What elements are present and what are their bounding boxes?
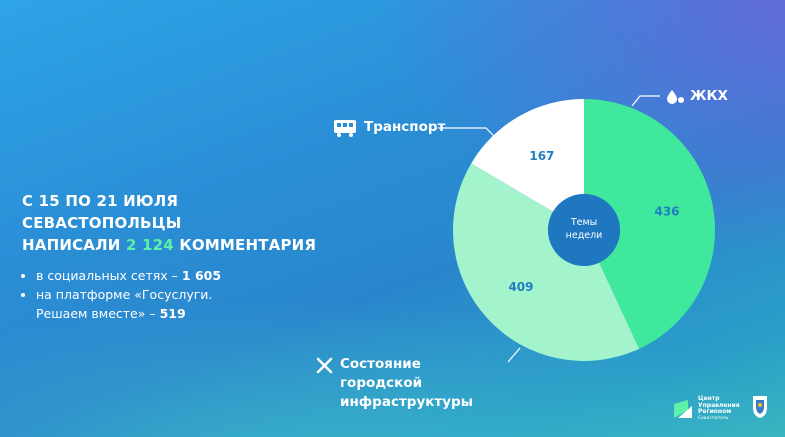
bullet-number: 1 605 xyxy=(181,268,222,283)
logo-text: Центр Управления Регионом xyxy=(698,395,740,415)
value-label: 167 xyxy=(529,149,554,163)
value-label: 436 xyxy=(654,205,679,219)
bus-icon xyxy=(334,120,356,137)
category-label: ЖКХ xyxy=(690,88,728,104)
headline-text: С 15 ПО 21 ИЮЛЯ СЕВАСТОПОЛЬЦЫ xyxy=(22,192,182,232)
bullet-text: на платформе «Госуслуги. Решаем вместе» … xyxy=(36,287,213,321)
bullet-text: в социальных сетях – xyxy=(36,268,178,283)
logo-mark xyxy=(674,400,692,418)
donut-segment xyxy=(453,163,640,361)
logo: Центр Управления Регионом Севастополь xyxy=(672,395,767,422)
leader-line xyxy=(631,95,660,107)
donut-segment xyxy=(471,99,584,212)
center-label: Темы недели xyxy=(565,217,603,241)
logo-city: Севастополь xyxy=(698,415,729,421)
category-label: Транспорт xyxy=(364,119,446,135)
bullet: в социальных сетях – 1 605 xyxy=(36,266,236,285)
category-label: Состояние городской инфраструктуры xyxy=(340,356,473,410)
leader-line xyxy=(507,347,521,363)
water-icon xyxy=(667,90,684,104)
bullet: на платформе «Госуслуги. Решаем вместе» … xyxy=(36,285,236,323)
bullet-number: 519 xyxy=(159,306,186,321)
bullet-list: в социальных сетях – 1 605 на платформе … xyxy=(22,266,342,323)
headline-highlight: 2 124 xyxy=(125,236,174,254)
headline-text: КОММЕНТАРИЯ xyxy=(179,236,317,254)
center-circle xyxy=(548,194,620,266)
headline-text: НАПИСАЛИ xyxy=(22,236,121,254)
tools-icon xyxy=(316,357,333,374)
headline: С 15 ПО 21 ИЮЛЯ СЕВАСТОПОЛЬЦЫ НАПИСАЛИ 2… xyxy=(22,190,342,256)
coat-of-arms xyxy=(753,396,767,418)
value-label: 409 xyxy=(508,280,533,294)
summary: С 15 ПО 21 ИЮЛЯ СЕВАСТОПОЛЬЦЫ НАПИСАЛИ 2… xyxy=(22,190,342,323)
donut-segment xyxy=(584,99,716,349)
